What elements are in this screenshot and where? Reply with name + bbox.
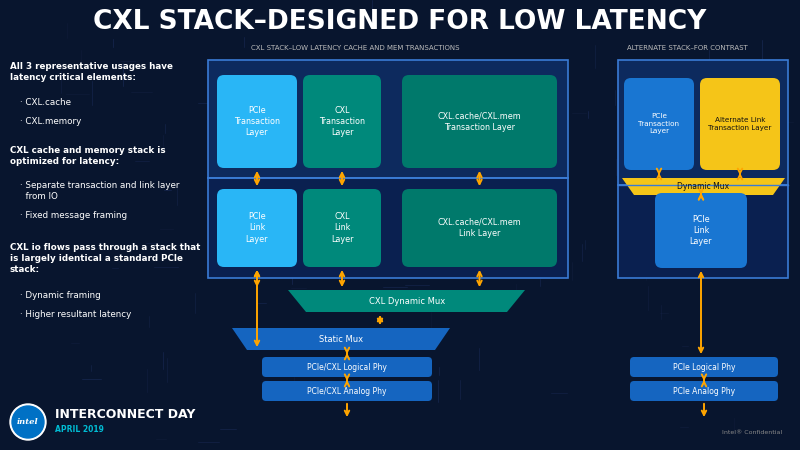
Text: CXL
Link
Layer: CXL Link Layer <box>330 212 354 243</box>
Text: · Dynamic framing: · Dynamic framing <box>20 291 101 300</box>
Text: Alternate Link
Transaction Layer: Alternate Link Transaction Layer <box>708 117 772 131</box>
FancyBboxPatch shape <box>262 357 432 377</box>
Text: ALTERNATE STACK–FOR CONTRAST: ALTERNATE STACK–FOR CONTRAST <box>626 45 747 51</box>
Text: · Separate transaction and link layer
  from IO: · Separate transaction and link layer fr… <box>20 181 179 201</box>
Text: APRIL 2019: APRIL 2019 <box>55 426 104 435</box>
FancyBboxPatch shape <box>630 381 778 401</box>
FancyBboxPatch shape <box>217 75 297 168</box>
Circle shape <box>12 406 44 438</box>
Text: INTERCONNECT DAY: INTERCONNECT DAY <box>55 408 195 420</box>
Text: CXL STACK–LOW LATENCY CACHE AND MEM TRANSACTIONS: CXL STACK–LOW LATENCY CACHE AND MEM TRAN… <box>250 45 459 51</box>
FancyBboxPatch shape <box>630 357 778 377</box>
FancyBboxPatch shape <box>402 75 557 168</box>
FancyBboxPatch shape <box>303 75 381 168</box>
Text: Intel® Confidential: Intel® Confidential <box>722 429 782 435</box>
Circle shape <box>10 404 46 440</box>
Text: PCIe
Link
Layer: PCIe Link Layer <box>246 212 268 243</box>
Bar <box>618 185 788 278</box>
Text: CXL Dynamic Mux: CXL Dynamic Mux <box>369 297 445 306</box>
Polygon shape <box>622 178 785 195</box>
Text: PCIe/CXL Analog Phy: PCIe/CXL Analog Phy <box>307 387 386 396</box>
Text: CXL.cache/CXL.mem
Link Layer: CXL.cache/CXL.mem Link Layer <box>438 218 522 238</box>
Text: CXL STACK–DESIGNED FOR LOW LATENCY: CXL STACK–DESIGNED FOR LOW LATENCY <box>94 9 706 35</box>
Text: All 3 representative usages have
latency critical elements:: All 3 representative usages have latency… <box>10 62 173 82</box>
FancyBboxPatch shape <box>624 78 694 170</box>
Text: CXL io flows pass through a stack that
is largely identical a standard PCIe
stac: CXL io flows pass through a stack that i… <box>10 243 200 274</box>
Text: CXL cache and memory stack is
optimized for latency:: CXL cache and memory stack is optimized … <box>10 146 166 166</box>
Text: · CXL.cache: · CXL.cache <box>20 98 71 107</box>
FancyBboxPatch shape <box>402 189 557 267</box>
Text: PCIe/CXL Logical Phy: PCIe/CXL Logical Phy <box>307 363 387 372</box>
Text: PCIe Analog Phy: PCIe Analog Phy <box>673 387 735 396</box>
Text: Static Mux: Static Mux <box>319 334 363 343</box>
Text: · Higher resultant latency: · Higher resultant latency <box>20 310 131 319</box>
Text: · Fixed message framing: · Fixed message framing <box>20 211 127 220</box>
Text: PCIe Logical Phy: PCIe Logical Phy <box>673 363 735 372</box>
Text: PCIe
Transaction
Layer: PCIe Transaction Layer <box>638 113 679 135</box>
Bar <box>618 60 788 185</box>
Text: CXL
Transaction
Layer: CXL Transaction Layer <box>319 106 365 137</box>
FancyBboxPatch shape <box>217 189 297 267</box>
FancyBboxPatch shape <box>303 189 381 267</box>
Text: PCIe
Link
Layer: PCIe Link Layer <box>690 215 712 246</box>
FancyBboxPatch shape <box>262 381 432 401</box>
Bar <box>208 60 568 178</box>
Text: intel: intel <box>17 418 39 426</box>
Polygon shape <box>288 290 525 312</box>
Text: Dynamic Mux: Dynamic Mux <box>678 182 730 191</box>
Text: CXL.cache/CXL.mem
Transaction Layer: CXL.cache/CXL.mem Transaction Layer <box>438 112 522 131</box>
FancyBboxPatch shape <box>700 78 780 170</box>
Text: PCIe
Transaction
Layer: PCIe Transaction Layer <box>234 106 280 137</box>
Bar <box>208 178 568 278</box>
Polygon shape <box>232 328 450 350</box>
FancyBboxPatch shape <box>655 193 747 268</box>
Text: · CXL.memory: · CXL.memory <box>20 117 82 126</box>
